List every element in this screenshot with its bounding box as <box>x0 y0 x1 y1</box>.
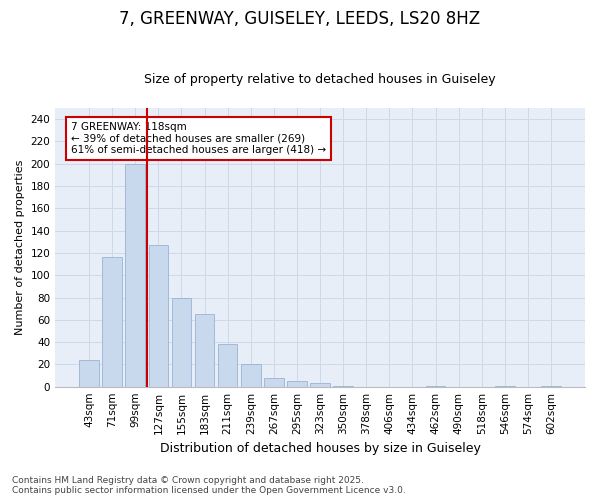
Bar <box>149 245 168 386</box>
Bar <box>195 314 214 386</box>
Text: 7, GREENWAY, GUISELEY, LEEDS, LS20 8HZ: 7, GREENWAY, GUISELEY, LEEDS, LS20 8HZ <box>119 10 481 28</box>
Bar <box>287 381 307 386</box>
Bar <box>310 384 330 386</box>
Y-axis label: Number of detached properties: Number of detached properties <box>15 160 25 335</box>
X-axis label: Distribution of detached houses by size in Guiseley: Distribution of detached houses by size … <box>160 442 481 455</box>
Bar <box>125 164 145 386</box>
Bar <box>79 360 99 386</box>
Bar <box>218 344 238 387</box>
Text: 7 GREENWAY: 118sqm
← 39% of detached houses are smaller (269)
61% of semi-detach: 7 GREENWAY: 118sqm ← 39% of detached hou… <box>71 122 326 155</box>
Bar <box>172 298 191 386</box>
Title: Size of property relative to detached houses in Guiseley: Size of property relative to detached ho… <box>144 73 496 86</box>
Bar <box>103 258 122 386</box>
Bar <box>241 364 260 386</box>
Bar <box>264 378 284 386</box>
Text: Contains HM Land Registry data © Crown copyright and database right 2025.
Contai: Contains HM Land Registry data © Crown c… <box>12 476 406 495</box>
